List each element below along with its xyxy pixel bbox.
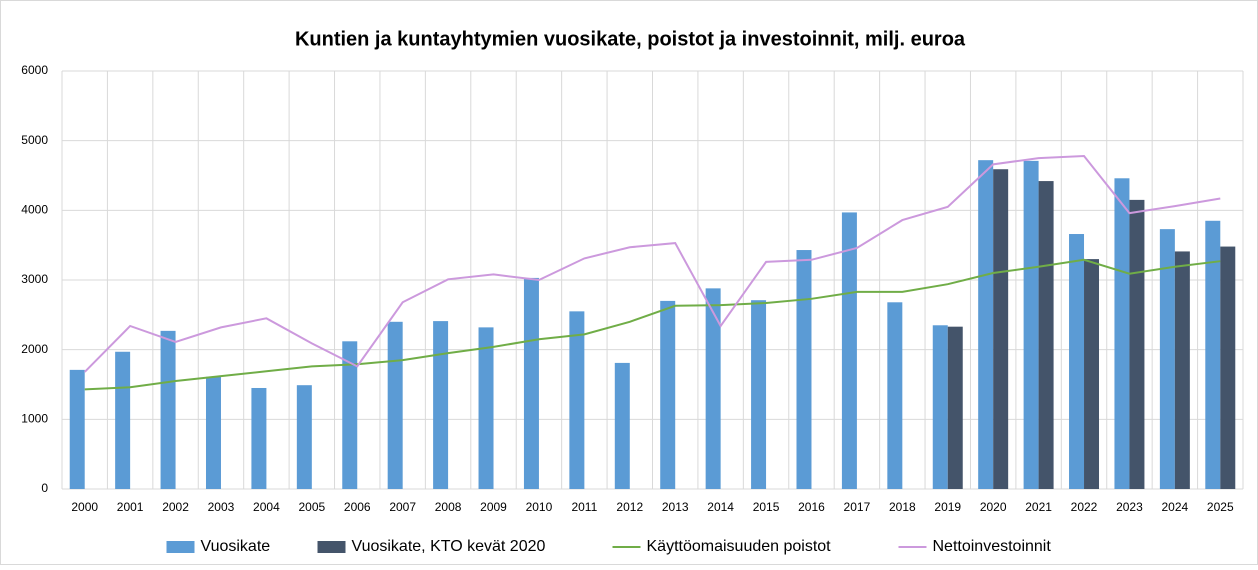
bar: [1069, 234, 1085, 489]
x-tick-label: 2001: [117, 500, 144, 514]
bar: [342, 341, 358, 489]
legend-swatch: [166, 541, 195, 553]
bar: [1159, 229, 1175, 490]
bar: [1084, 259, 1100, 489]
y-tick-label: 4000: [21, 203, 48, 217]
x-tick-label: 2024: [1162, 500, 1189, 514]
x-tick-label: 2023: [1116, 500, 1143, 514]
legend-label: Vuosikate, KTO kevät 2020: [352, 538, 546, 555]
x-tick-label: 2015: [753, 500, 780, 514]
bar: [614, 362, 630, 489]
bar: [478, 327, 494, 489]
x-tick-label: 2009: [480, 500, 507, 514]
x-tick-label: 2003: [208, 500, 235, 514]
x-tick-label: 2007: [389, 500, 416, 514]
bar: [796, 250, 812, 489]
x-tick-label: 2002: [162, 500, 189, 514]
line: [84, 258, 1221, 391]
bar: [205, 376, 221, 489]
bar: [841, 212, 857, 489]
bar: [932, 325, 948, 489]
x-tick-label: 2016: [798, 500, 825, 514]
x-tick-label: 2025: [1207, 500, 1234, 514]
legend-label: Vuosikate: [201, 538, 271, 555]
x-tick-label: 2014: [707, 500, 734, 514]
x-tick-label: 2019: [934, 500, 961, 514]
x-tick-label: 2012: [616, 500, 643, 514]
bar: [251, 387, 267, 489]
x-tick-label: 2022: [1071, 500, 1098, 514]
bar: [1205, 220, 1221, 490]
x-tick-label: 2017: [844, 500, 871, 514]
bar: [433, 321, 449, 489]
x-tick-label: 2006: [344, 500, 371, 514]
bar: [387, 321, 403, 489]
chart-title: Kuntien ja kuntayhtymien vuosikate, pois…: [295, 28, 966, 50]
legend-label: Nettoinvestoinnit: [933, 538, 1052, 555]
bar: [993, 169, 1009, 490]
x-tick-label: 2013: [662, 500, 689, 514]
bar: [751, 300, 767, 489]
x-tick-label: 2018: [889, 500, 916, 514]
x-tick-label: 2008: [435, 500, 462, 514]
y-tick-label: 2000: [21, 342, 48, 356]
bar: [1038, 181, 1054, 489]
bar: [1023, 160, 1039, 489]
x-tick-label: 2020: [980, 500, 1007, 514]
x-tick-label: 2000: [71, 500, 98, 514]
bar: [705, 288, 721, 489]
bar: [1220, 246, 1236, 489]
bar: [947, 326, 963, 489]
bar: [115, 351, 131, 489]
y-tick-label: 5000: [21, 133, 48, 147]
bar: [1129, 199, 1145, 489]
y-tick-label: 3000: [21, 272, 48, 286]
y-tick-label: 1000: [21, 412, 48, 426]
bar: [1174, 251, 1190, 489]
bar: [160, 330, 176, 489]
x-tick-label: 2005: [298, 500, 325, 514]
y-tick-label: 6000: [21, 63, 48, 77]
bar: [569, 311, 585, 489]
legend-label: Käyttöomaisuuden poistot: [647, 538, 832, 555]
bar: [978, 160, 994, 489]
line: [84, 154, 1221, 373]
x-tick-label: 2021: [1025, 500, 1052, 514]
x-tick-label: 2004: [253, 500, 280, 514]
x-tick-label: 2010: [526, 500, 553, 514]
bar: [296, 385, 312, 489]
y-tick-label: 0: [41, 481, 48, 495]
bar: [1114, 178, 1130, 489]
x-tick-label: 2011: [571, 500, 597, 514]
legend-swatch: [317, 541, 346, 553]
bar: [523, 277, 539, 489]
bar: [660, 300, 676, 489]
bar: [69, 369, 85, 489]
bar: [887, 302, 903, 489]
